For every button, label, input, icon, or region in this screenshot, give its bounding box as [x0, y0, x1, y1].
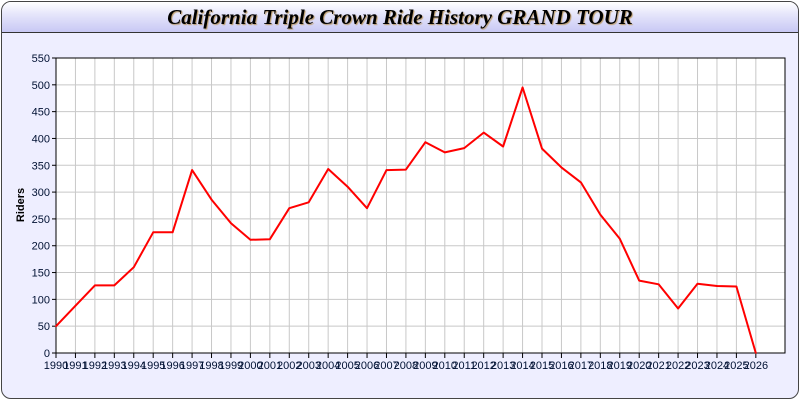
data-point [735, 285, 738, 288]
x-tick-label: 2011 [452, 360, 476, 372]
x-tick-label: 2000 [238, 360, 262, 372]
y-tick-label: 100 [32, 294, 50, 306]
series [55, 86, 757, 354]
x-tick-label: 2023 [685, 360, 709, 372]
data-point [444, 151, 446, 154]
data-point [230, 222, 232, 224]
axes: 0501001502002503003504004505005501990199… [32, 53, 786, 372]
x-tick-label: 2009 [413, 360, 437, 372]
x-tick-label: 2026 [744, 360, 768, 372]
data-point [716, 285, 718, 287]
data-point [696, 283, 699, 285]
data-point [269, 238, 271, 241]
data-point [171, 231, 174, 234]
data-point [560, 166, 563, 169]
x-tick-label: 1991 [63, 360, 87, 372]
data-point [152, 231, 154, 234]
plot-border [55, 57, 786, 354]
x-tick-label: 2002 [277, 360, 301, 372]
y-tick-label: 250 [32, 214, 50, 226]
x-tick-label: 2020 [627, 360, 651, 372]
data-point [580, 181, 582, 184]
x-tick-label: 2005 [335, 360, 359, 372]
y-tick-label: 0 [44, 348, 50, 360]
x-tick-label: 1990 [44, 360, 68, 372]
y-tick-label: 550 [32, 53, 50, 65]
title-bar: California Triple Crown Ride History GRA… [2, 2, 798, 33]
data-point [288, 207, 291, 209]
y-tick-label: 400 [32, 133, 50, 145]
x-tick-label: 2025 [724, 360, 748, 372]
x-tick-label: 2014 [510, 360, 534, 372]
y-tick-label: 300 [32, 187, 50, 199]
x-tick-label: 1998 [199, 360, 223, 372]
data-point [424, 141, 427, 144]
x-tick-label: 2003 [296, 360, 320, 372]
y-tick-label: 200 [32, 241, 50, 253]
y-tick-label: 500 [32, 80, 50, 92]
x-tick-label: 2004 [316, 360, 340, 372]
data-point [638, 279, 640, 282]
y-tick-label: 450 [32, 107, 50, 119]
x-tick-label: 2021 [646, 360, 670, 372]
x-tick-label: 2008 [394, 360, 418, 372]
x-tick-label: 2013 [491, 360, 515, 372]
data-point [74, 305, 77, 307]
data-point [618, 237, 621, 240]
x-tick-label: 2018 [588, 360, 612, 372]
y-tick-label: 350 [32, 160, 50, 172]
plot-area [56, 58, 785, 353]
y-axis-label: Riders [15, 188, 27, 222]
x-tick-label: 2019 [608, 360, 632, 372]
data-point [677, 307, 679, 310]
grid [56, 58, 785, 353]
y-tick-label: 50 [38, 321, 50, 333]
data-point [55, 325, 57, 327]
x-tick-label: 2016 [549, 360, 573, 372]
data-point [94, 284, 96, 287]
data-point [755, 352, 757, 354]
x-tick-label: 1995 [141, 360, 165, 372]
x-tick-label: 1997 [180, 360, 204, 372]
x-tick-label: 1993 [102, 360, 126, 372]
data-point [463, 147, 466, 149]
data-point [385, 169, 388, 171]
data-point [482, 131, 485, 134]
x-tick-label: 2001 [258, 360, 282, 372]
x-tick-label: 2017 [569, 360, 593, 372]
y-tick-label: 150 [32, 268, 50, 280]
x-tick-label: 2007 [374, 360, 398, 372]
x-tick-label: 2024 [705, 360, 729, 372]
data-point [132, 266, 135, 268]
x-tick-label: 1999 [219, 360, 243, 372]
data-point [113, 284, 116, 287]
data-point [191, 169, 193, 171]
x-tick-label: 1992 [83, 360, 107, 372]
data-point [210, 198, 213, 201]
data-point [405, 168, 407, 171]
x-tick-label: 2010 [433, 360, 457, 372]
data-point [366, 207, 368, 209]
x-tick-label: 2022 [666, 360, 690, 372]
data-point [307, 201, 310, 204]
x-tick-label: 2006 [355, 360, 379, 372]
x-tick-label: 1996 [160, 360, 184, 372]
data-point [502, 145, 504, 148]
data-point [541, 147, 543, 150]
x-tick-label: 1994 [122, 360, 146, 372]
data-point [346, 185, 349, 188]
data-point [599, 213, 602, 216]
data-point [327, 168, 329, 170]
data-point [657, 283, 660, 286]
x-tick-label: 2015 [530, 360, 554, 372]
data-point [249, 239, 252, 241]
chart-title: California Triple Crown Ride History GRA… [167, 5, 633, 29]
data-point [521, 86, 524, 89]
x-tick-label: 2012 [471, 360, 495, 372]
